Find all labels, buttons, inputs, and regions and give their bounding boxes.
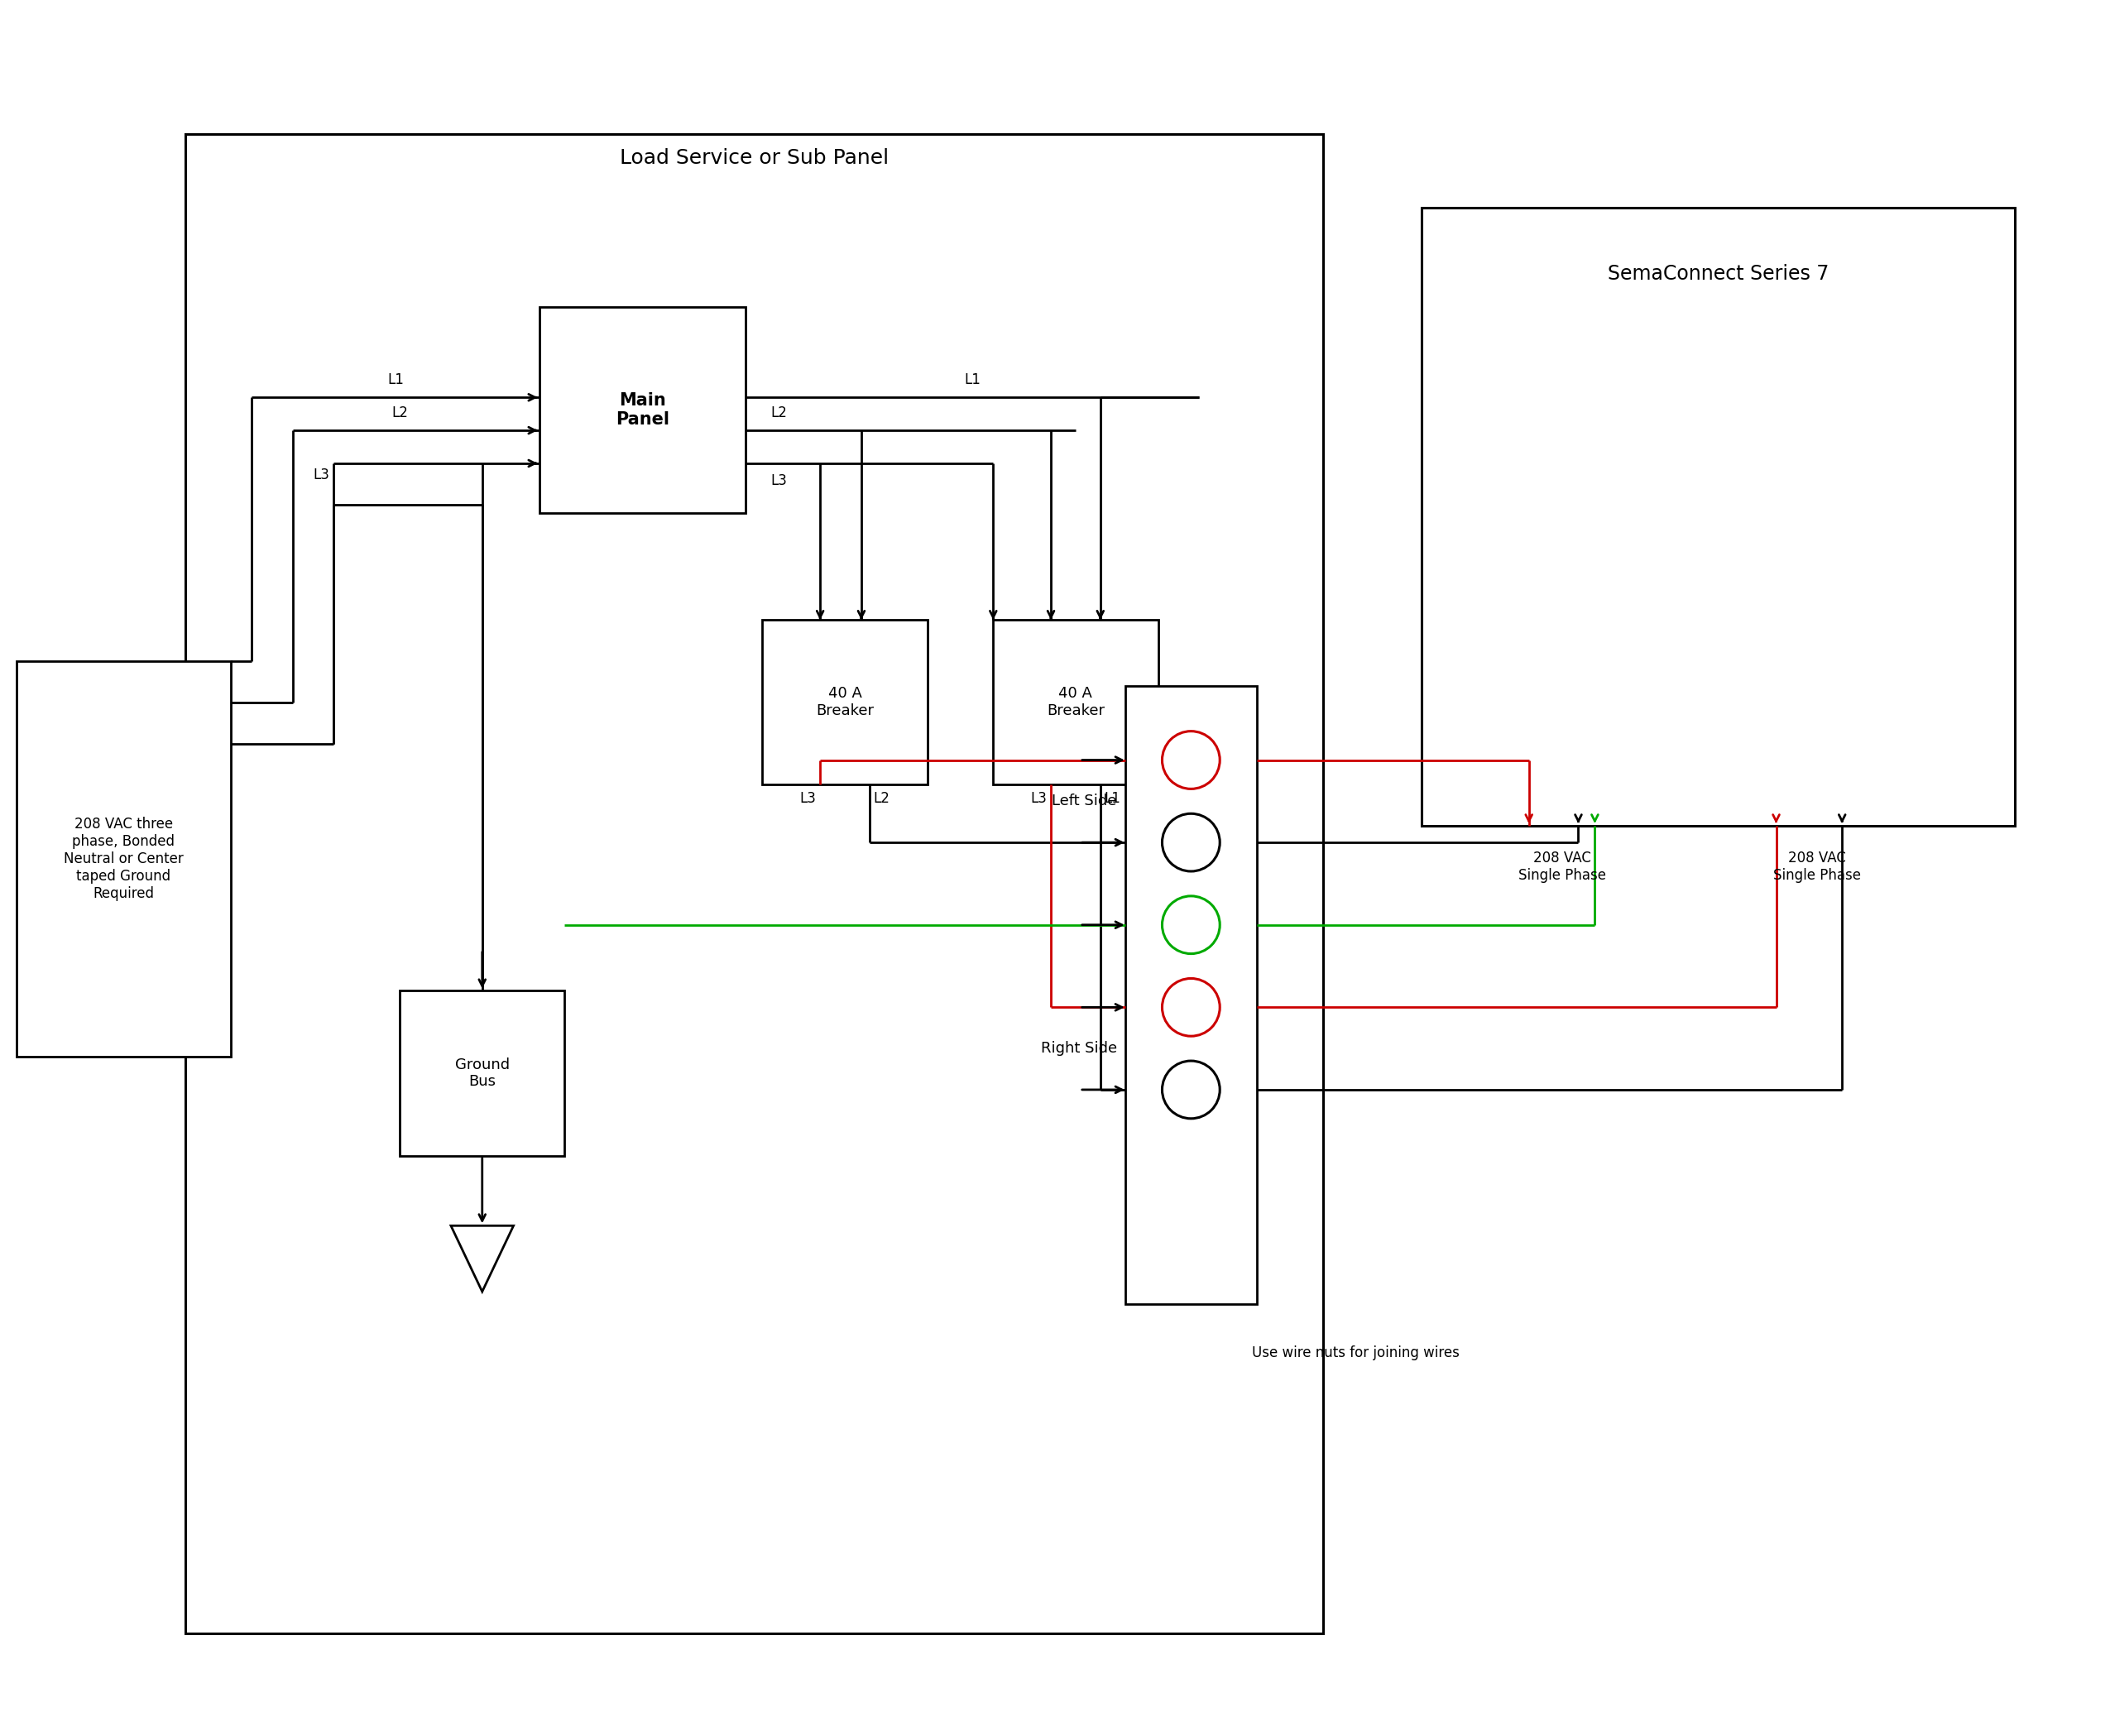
Bar (994, 620, 1158, 785)
Text: 208 VAC three
phase, Bonded
Neutral or Center
taped Ground
Required: 208 VAC three phase, Bonded Neutral or C… (63, 818, 184, 901)
Bar (1125, 686, 1258, 1304)
Circle shape (1163, 731, 1220, 788)
Text: L3: L3 (770, 474, 787, 488)
Text: 40 A
Breaker: 40 A Breaker (817, 686, 874, 719)
Text: Main
Panel: Main Panel (616, 392, 669, 427)
Text: 208 VAC
Single Phase: 208 VAC Single Phase (1775, 851, 1861, 884)
Bar (17, 661, 230, 1057)
Text: 40 A
Breaker: 40 A Breaker (1047, 686, 1104, 719)
Circle shape (1163, 979, 1220, 1036)
Text: L3: L3 (1030, 792, 1047, 806)
Text: Use wire nuts for joining wires: Use wire nuts for joining wires (1251, 1345, 1460, 1359)
Bar (762, 620, 926, 785)
Text: Right Side: Right Side (1040, 1042, 1116, 1055)
Text: L2: L2 (392, 406, 407, 420)
Text: L3: L3 (800, 792, 817, 806)
Polygon shape (452, 1226, 513, 1292)
Bar (186, 134, 1323, 1634)
Text: L2: L2 (770, 406, 787, 420)
Text: L1: L1 (1104, 792, 1120, 806)
Text: SemaConnect Series 7: SemaConnect Series 7 (1608, 264, 1829, 283)
Text: Ground
Bus: Ground Bus (456, 1057, 509, 1088)
Text: L2: L2 (874, 792, 890, 806)
Text: L1: L1 (964, 373, 981, 387)
Bar (399, 991, 565, 1156)
Circle shape (1163, 896, 1220, 953)
Text: L1: L1 (388, 373, 403, 387)
Circle shape (1163, 814, 1220, 871)
Text: Left Side: Left Side (1053, 793, 1116, 809)
Text: L3: L3 (312, 467, 329, 483)
Bar (1422, 208, 2015, 826)
Circle shape (1163, 1061, 1220, 1118)
Bar (540, 307, 747, 512)
Text: 208 VAC
Single Phase: 208 VAC Single Phase (1517, 851, 1606, 884)
Text: Load Service or Sub Panel: Load Service or Sub Panel (620, 149, 888, 168)
